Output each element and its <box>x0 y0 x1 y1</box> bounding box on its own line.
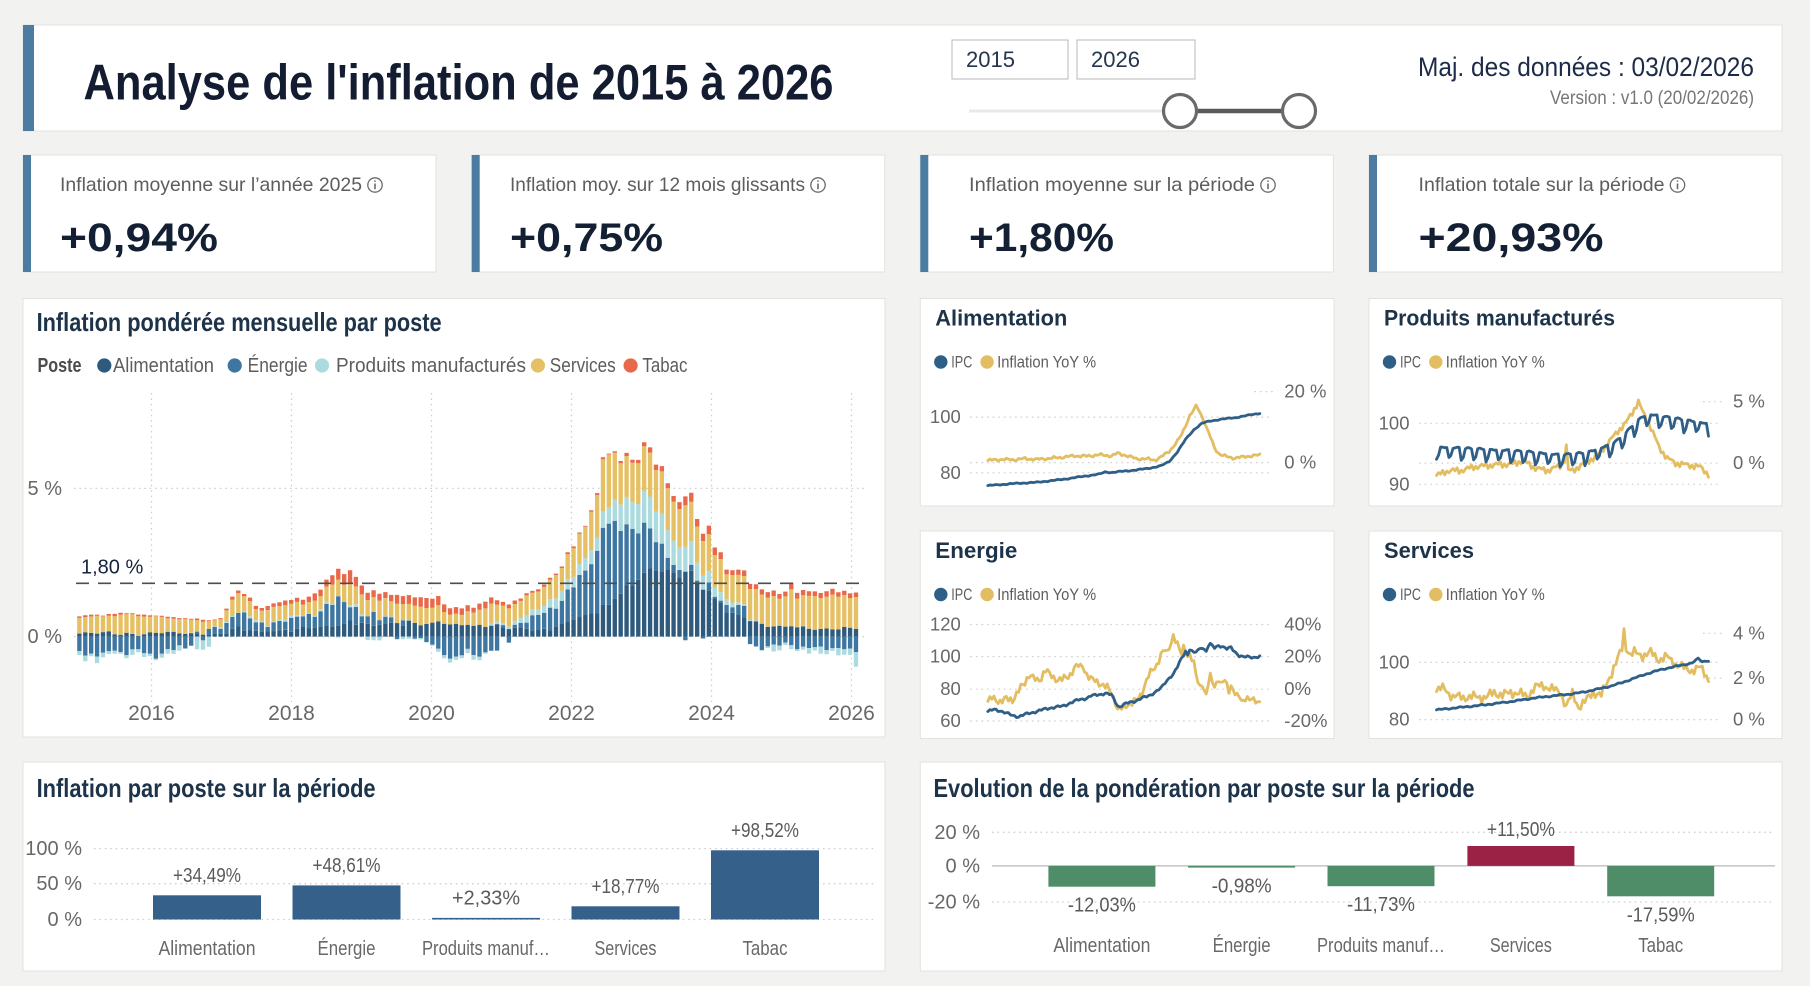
svg-text:+98,52%: +98,52% <box>731 820 799 842</box>
svg-text:20 %: 20 % <box>1284 381 1326 402</box>
svg-text:Tabac: Tabac <box>1638 935 1683 957</box>
svg-text:Inflation YoY %: Inflation YoY % <box>1446 586 1545 604</box>
svg-text:0%: 0% <box>1284 678 1311 699</box>
svg-text:Alimentation: Alimentation <box>113 355 214 377</box>
svg-text:80: 80 <box>940 462 961 483</box>
svg-text:Inflation moy. sur 12 mois gli: Inflation moy. sur 12 mois glissants <box>510 174 805 196</box>
svg-text:20 %: 20 % <box>934 822 980 844</box>
svg-text:Énergie: Énergie <box>318 937 376 960</box>
svg-text:1,80 %: 1,80 % <box>81 557 143 579</box>
svg-text:5 %: 5 % <box>28 478 63 500</box>
svg-text:Énergie: Énergie <box>1213 934 1271 957</box>
svg-text:0 %: 0 % <box>1284 452 1316 473</box>
svg-text:40%: 40% <box>1284 614 1321 635</box>
svg-text:-20%: -20% <box>1284 710 1327 731</box>
svg-text:+0,75%: +0,75% <box>510 216 663 260</box>
svg-text:20%: 20% <box>1284 646 1321 667</box>
svg-text:Inflation totale sur la périod: Inflation totale sur la période <box>1419 174 1665 196</box>
svg-text:80: 80 <box>940 678 961 699</box>
svg-text:Analyse de l'inflation de 2015: Analyse de l'inflation de 2015 à 2026 <box>84 55 834 111</box>
svg-text:2018: 2018 <box>268 702 315 725</box>
svg-text:80: 80 <box>1389 709 1410 730</box>
svg-text:IPC: IPC <box>1400 354 1421 372</box>
svg-text:Produits manufacturés: Produits manufacturés <box>1384 306 1615 331</box>
svg-text:+48,61%: +48,61% <box>313 855 381 877</box>
svg-text:Tabac: Tabac <box>642 355 687 377</box>
svg-text:+18,77%: +18,77% <box>592 876 660 898</box>
svg-text:0 %: 0 % <box>946 855 981 877</box>
svg-text:-0,98%: -0,98% <box>1212 876 1272 898</box>
svg-text:+1,80%: +1,80% <box>969 216 1114 260</box>
svg-text:Inflation YoY %: Inflation YoY % <box>997 586 1096 604</box>
svg-text:-11,73%: -11,73% <box>1347 894 1415 916</box>
svg-text:+2,33%: +2,33% <box>452 887 520 909</box>
svg-text:Produits manuf…: Produits manuf… <box>422 938 550 960</box>
svg-text:Poste: Poste <box>38 355 82 377</box>
svg-text:100: 100 <box>930 646 961 667</box>
svg-text:100: 100 <box>930 406 961 427</box>
svg-text:2016: 2016 <box>128 702 175 725</box>
svg-text:Produits manufacturés: Produits manufacturés <box>336 355 526 377</box>
svg-text:Inflation YoY %: Inflation YoY % <box>997 354 1096 372</box>
svg-text:Services: Services <box>595 938 657 960</box>
svg-text:Maj. des données : 03/02/2026: Maj. des données : 03/02/2026 <box>1418 52 1754 82</box>
svg-text:Services: Services <box>550 355 616 377</box>
svg-text:2026: 2026 <box>1091 47 1140 72</box>
svg-text:2026: 2026 <box>828 702 875 725</box>
svg-text:+20,93%: +20,93% <box>1419 216 1604 260</box>
svg-text:4 %: 4 % <box>1733 622 1765 643</box>
svg-text:Services: Services <box>1490 935 1552 957</box>
svg-text:5 %: 5 % <box>1733 391 1765 412</box>
svg-text:-20 %: -20 % <box>928 892 980 914</box>
svg-text:0 %: 0 % <box>1733 709 1765 730</box>
svg-text:Tabac: Tabac <box>743 938 788 960</box>
svg-text:Inflation par poste sur la pér: Inflation par poste sur la période <box>37 773 376 803</box>
svg-text:Alimentation: Alimentation <box>1053 935 1150 957</box>
svg-text:+34,49%: +34,49% <box>173 865 241 887</box>
svg-text:90: 90 <box>1389 473 1410 494</box>
svg-text:2022: 2022 <box>548 702 595 725</box>
svg-text:0 %: 0 % <box>48 909 83 931</box>
svg-text:2024: 2024 <box>688 702 735 725</box>
svg-text:Produits manuf…: Produits manuf… <box>1317 935 1445 957</box>
svg-text:100: 100 <box>1379 651 1410 672</box>
svg-text:Services: Services <box>1384 538 1474 563</box>
svg-text:2020: 2020 <box>408 702 455 725</box>
svg-text:IPC: IPC <box>951 354 972 372</box>
svg-text:100: 100 <box>1379 412 1410 433</box>
svg-text:-17,59%: -17,59% <box>1627 904 1695 926</box>
svg-text:2015: 2015 <box>966 47 1015 72</box>
svg-text:100 %: 100 % <box>25 838 82 860</box>
svg-text:IPC: IPC <box>1400 586 1421 604</box>
svg-text:-12,03%: -12,03% <box>1068 895 1136 917</box>
svg-text:+11,50%: +11,50% <box>1487 819 1555 841</box>
svg-text:0 %: 0 % <box>1733 452 1765 473</box>
svg-text:Evolution de la pondération pa: Evolution de la pondération par poste su… <box>934 773 1475 803</box>
svg-text:0 %: 0 % <box>28 626 63 648</box>
svg-text:Alimentation: Alimentation <box>159 938 256 960</box>
svg-text:120: 120 <box>930 614 961 635</box>
svg-text:Inflation moyenne sur l’année: Inflation moyenne sur l’année 2025 <box>60 174 362 196</box>
svg-text:Energie: Energie <box>935 538 1017 563</box>
svg-text:Inflation moyenne sur la pério: Inflation moyenne sur la période <box>969 174 1255 196</box>
svg-text:2 %: 2 % <box>1733 667 1765 688</box>
svg-text:IPC: IPC <box>951 586 972 604</box>
svg-text:Version : v1.0 (20/02/2026): Version : v1.0 (20/02/2026) <box>1550 88 1754 109</box>
svg-text:+0,94%: +0,94% <box>60 216 218 260</box>
svg-text:Alimentation: Alimentation <box>935 306 1067 331</box>
svg-text:Inflation YoY %: Inflation YoY % <box>1446 354 1545 372</box>
svg-text:Inflation pondérée mensuelle p: Inflation pondérée mensuelle par poste <box>37 307 442 337</box>
svg-text:60: 60 <box>940 710 961 731</box>
svg-text:50 %: 50 % <box>36 873 82 895</box>
svg-text:Énergie: Énergie <box>248 354 308 377</box>
